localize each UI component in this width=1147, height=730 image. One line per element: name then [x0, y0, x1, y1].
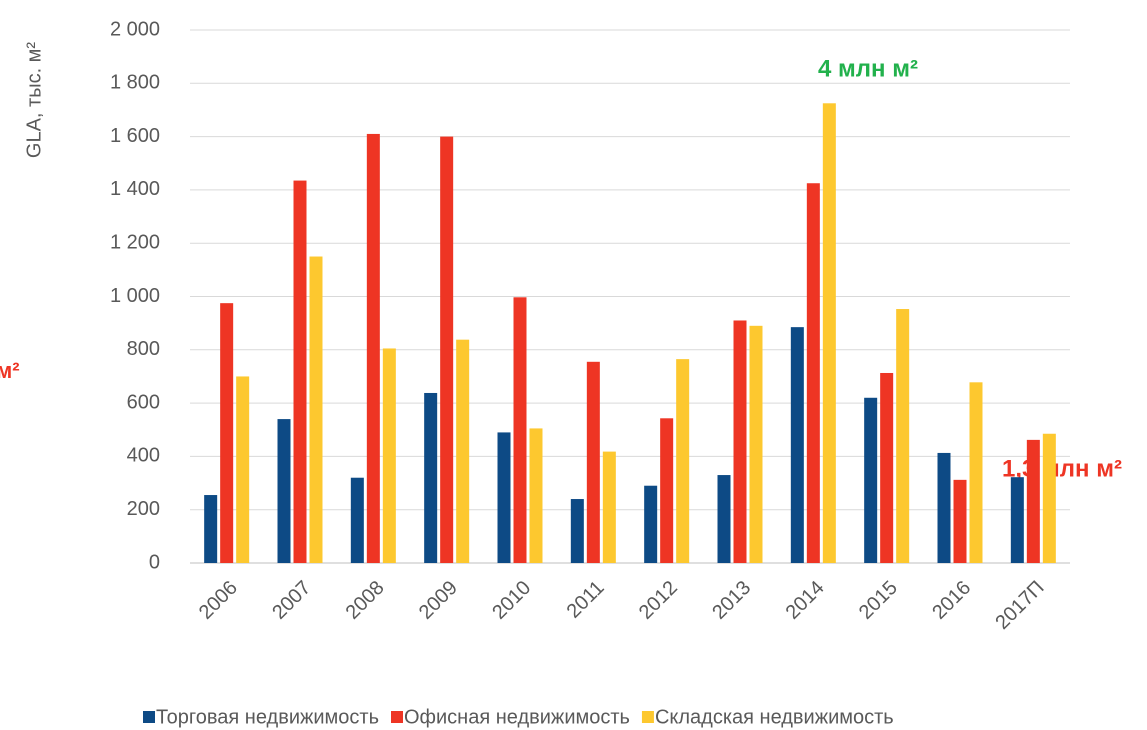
legend-swatch: [641, 711, 654, 723]
x-tick-label: 2016: [928, 577, 975, 624]
y-tick-label: 1 000: [110, 285, 160, 307]
x-tick-label: 2012: [635, 577, 682, 624]
x-tick-label: 2015: [855, 577, 902, 624]
y-tick-label: 800: [127, 338, 160, 360]
y-tick-label: 1 800: [110, 72, 160, 94]
bar: [864, 397, 878, 563]
y-tick-label: 1 400: [110, 178, 160, 200]
bar: [1042, 433, 1056, 563]
legend-label: Складская недвижимость: [655, 706, 894, 728]
bar: [880, 372, 894, 563]
bar: [204, 495, 218, 563]
annotation: 4 млн м²: [818, 55, 918, 82]
y-tick-label: 200: [127, 498, 160, 520]
legend-swatch: [391, 711, 403, 723]
y-tick-label: 600: [127, 391, 160, 413]
legend-label: Торговая недвижимость: [156, 706, 379, 728]
bar: [806, 183, 820, 564]
bar: [586, 361, 600, 563]
bar: [602, 451, 616, 563]
x-tick-label: 2017П: [991, 577, 1048, 634]
bar: [1026, 439, 1040, 563]
bar: [676, 359, 690, 563]
bar: [969, 382, 983, 563]
bar: [513, 297, 527, 563]
bar: [953, 479, 967, 563]
bar: [497, 432, 511, 563]
bar: [366, 133, 380, 563]
bar: [937, 452, 951, 563]
x-tick-label: 2013: [708, 577, 755, 624]
y-tick-label: 2 000: [110, 18, 160, 40]
bar: [717, 475, 731, 563]
x-tick-label: 2010: [488, 577, 535, 624]
bar: [1010, 477, 1024, 563]
legend-swatch: [143, 711, 155, 723]
x-tick-label: 2007: [268, 577, 315, 624]
y-tick-label: 1 600: [110, 125, 160, 147]
x-tick-label: 2014: [782, 577, 829, 624]
y-tick-label: 0: [149, 551, 160, 573]
bar: [424, 392, 438, 563]
bar: [749, 325, 763, 563]
bar: [293, 180, 307, 563]
x-tick-label: 2009: [415, 577, 462, 624]
bar: [382, 348, 396, 563]
y-axis-label: GLA, тыс. м²: [23, 42, 45, 159]
bar: [822, 103, 836, 563]
x-tick-label: 2011: [563, 577, 609, 623]
bar: [440, 136, 454, 563]
bar: [896, 309, 910, 563]
bar: [529, 428, 543, 563]
legend-label: Офисная недвижимость: [404, 706, 630, 728]
bar: [350, 477, 364, 563]
x-tick-label: 2006: [195, 577, 242, 624]
bar: [456, 339, 470, 563]
bar: [660, 418, 674, 563]
bar: [236, 376, 250, 563]
bar: [220, 303, 234, 563]
bar: [790, 327, 804, 563]
bar: [570, 499, 584, 563]
annotation: м²: [0, 358, 20, 383]
bar: [309, 256, 323, 563]
x-tick-label: 2008: [342, 577, 389, 624]
bar: [644, 485, 658, 563]
bar: [277, 419, 291, 563]
y-tick-label: 400: [127, 445, 160, 467]
y-tick-label: 1 200: [110, 231, 160, 253]
bar: [733, 320, 747, 563]
